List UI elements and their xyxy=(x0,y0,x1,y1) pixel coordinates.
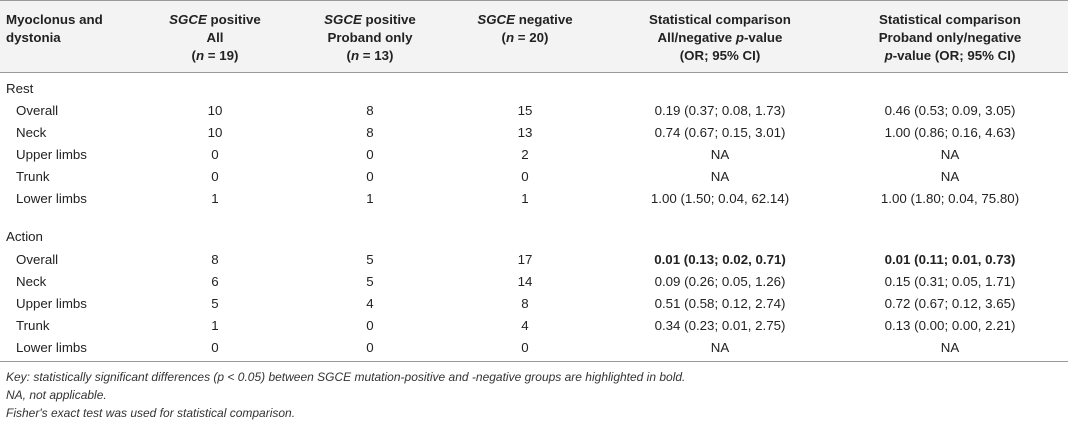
cell-cmp-all: 1.00 (1.50; 0.04, 62.14) xyxy=(650,191,790,206)
row-label: Neck xyxy=(16,274,47,289)
cell-negative: 1 xyxy=(521,191,529,206)
cell-all: 8 xyxy=(211,252,219,267)
cell-proband: 1 xyxy=(366,191,374,206)
header-rule xyxy=(0,72,1068,73)
header-col6-line1: Statistical comparison xyxy=(879,12,1021,27)
cell-negative: 2 xyxy=(521,147,529,162)
cell-cmp-all: NA xyxy=(710,340,730,355)
header-col1-line1: Myoclonus and xyxy=(6,12,103,27)
cell-all: 1 xyxy=(211,191,219,206)
cell-proband: 8 xyxy=(366,103,374,118)
cell-cmp-all: 0.74 (0.67; 0.15, 3.01) xyxy=(654,125,786,140)
cell-negative: 13 xyxy=(517,125,533,140)
cell-cmp-all: 0.09 (0.26; 0.05, 1.26) xyxy=(654,274,786,289)
cell-proband: 5 xyxy=(366,252,374,267)
cell-negative: 0 xyxy=(521,169,529,184)
header-col2-line1: SGCE positive xyxy=(169,12,261,27)
cell-all: 6 xyxy=(211,274,219,289)
cell-proband: 0 xyxy=(366,169,374,184)
cell-cmp-proband: 0.72 (0.67; 0.12, 3.65) xyxy=(884,296,1016,311)
header-col1-line2: dystonia xyxy=(6,30,61,45)
header-col4-line1: SGCE negative xyxy=(477,12,573,27)
header-col2-line2: All xyxy=(206,30,224,45)
row-label: Lower limbs xyxy=(16,191,87,206)
cell-all: 0 xyxy=(211,147,219,162)
row-label: Lower limbs xyxy=(16,340,87,355)
table-footnote-method: Fisher's exact test was used for statist… xyxy=(6,406,296,420)
row-label: Trunk xyxy=(16,318,50,333)
cell-negative: 17 xyxy=(517,252,533,267)
cell-cmp-proband: NA xyxy=(940,340,960,355)
cell-cmp-proband: 1.00 (0.86; 0.16, 4.63) xyxy=(884,125,1016,140)
cell-cmp-all: 0.51 (0.58; 0.12, 2.74) xyxy=(654,296,786,311)
header-col4-line2: (n = 20) xyxy=(501,30,549,45)
header-col6-line3: p-value (OR; 95% CI) xyxy=(884,48,1016,63)
row-label: Upper limbs xyxy=(16,296,87,311)
header-background xyxy=(0,1,1068,72)
section-label-rest: Rest xyxy=(6,81,34,96)
cell-all: 10 xyxy=(207,103,223,118)
cell-proband: 4 xyxy=(366,296,374,311)
cell-all: 5 xyxy=(211,296,219,311)
cell-all: 1 xyxy=(211,318,219,333)
cell-proband: 8 xyxy=(366,125,374,140)
section-label-action: Action xyxy=(6,229,43,244)
cell-cmp-proband: NA xyxy=(940,147,960,162)
row-label: Neck xyxy=(16,125,47,140)
cell-cmp-all: NA xyxy=(710,147,730,162)
header-col3-line3: (n = 13) xyxy=(346,48,394,63)
header-col6-line2: Proband only/negative xyxy=(878,30,1022,45)
header-col5-line3: (OR; 95% CI) xyxy=(679,48,761,63)
top-rule xyxy=(0,0,1068,1)
cell-all: 0 xyxy=(211,340,219,355)
cell-negative: 4 xyxy=(521,318,529,333)
cell-negative: 8 xyxy=(521,296,529,311)
cell-proband: 0 xyxy=(366,340,374,355)
header-col3-line2: Proband only xyxy=(327,30,413,45)
bottom-rule xyxy=(0,361,1068,362)
cell-cmp-proband: NA xyxy=(940,169,960,184)
cell-cmp-all-significant: 0.01 (0.13; 0.02, 0.71) xyxy=(654,252,786,267)
cell-negative: 15 xyxy=(517,103,533,118)
cell-cmp-proband: 1.00 (1.80; 0.04, 75.80) xyxy=(880,191,1020,206)
cell-cmp-proband: 0.15 (0.31; 0.05, 1.71) xyxy=(884,274,1016,289)
row-label: Upper limbs xyxy=(16,147,87,162)
row-label: Overall xyxy=(16,103,59,118)
row-label: Overall xyxy=(16,252,59,267)
cell-all: 0 xyxy=(211,169,219,184)
cell-cmp-proband-significant: 0.01 (0.11; 0.01, 0.73) xyxy=(884,252,1016,267)
header-col2-line3: (n = 19) xyxy=(191,48,239,63)
cell-cmp-proband: 0.13 (0.00; 0.00, 2.21) xyxy=(884,318,1016,333)
cell-cmp-all: NA xyxy=(710,169,730,184)
cell-proband: 5 xyxy=(366,274,374,289)
cell-cmp-all: 0.19 (0.37; 0.08, 1.73) xyxy=(654,103,786,118)
cell-negative: 0 xyxy=(521,340,529,355)
row-label: Trunk xyxy=(16,169,50,184)
cell-proband: 0 xyxy=(366,318,374,333)
header-col3-line1: SGCE positive xyxy=(324,12,416,27)
cell-cmp-all: 0.34 (0.23; 0.01, 2.75) xyxy=(654,318,786,333)
table-footnote-key: Key: statistically significant differenc… xyxy=(6,370,686,384)
cell-cmp-proband: 0.46 (0.53; 0.09, 3.05) xyxy=(884,103,1016,118)
header-col5-line2: All/negative p-value xyxy=(657,30,783,45)
table-footnote-na: NA, not applicable. xyxy=(6,388,107,402)
cell-negative: 14 xyxy=(517,274,533,289)
header-col5-line1: Statistical comparison xyxy=(649,12,791,27)
cell-proband: 0 xyxy=(366,147,374,162)
cell-all: 10 xyxy=(207,125,223,140)
